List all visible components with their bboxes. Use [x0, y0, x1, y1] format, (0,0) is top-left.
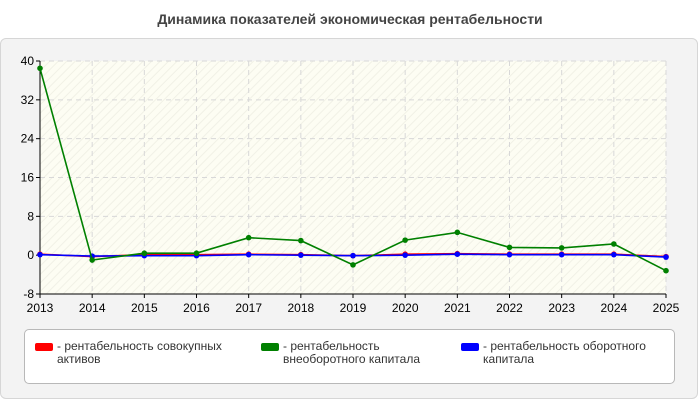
data-point: [193, 250, 200, 257]
grid-lines: [40, 60, 667, 294]
y-tick-label: 24: [21, 132, 35, 146]
x-tick-label: 2020: [392, 301, 419, 315]
data-point: [350, 252, 356, 259]
x-tick-label: 2024: [600, 301, 627, 315]
data-point: [402, 237, 408, 243]
y-tick-label: 40: [21, 54, 35, 68]
chart-title: Динамика показателей экономическая рента…: [157, 11, 543, 27]
legend-swatch-blue: [461, 343, 479, 351]
legend-swatch-green: [261, 343, 279, 351]
x-tick-label: 2017: [235, 301, 262, 315]
x-tick-label: 2023: [548, 301, 575, 315]
data-point: [350, 262, 356, 268]
data-point: [663, 254, 669, 260]
x-tick-label: 2018: [287, 301, 314, 315]
x-tick-label: 2021: [444, 301, 471, 315]
data-point: [454, 229, 461, 236]
legend-swatch-red: [35, 343, 53, 351]
data-point: [298, 237, 304, 244]
x-tick-label: 2015: [131, 301, 158, 315]
legend-label: - рентабельность внеоборотного капитала: [283, 339, 420, 366]
data-point: [663, 267, 669, 274]
data-point: [298, 252, 304, 258]
y-tick-label: 8: [27, 209, 34, 223]
x-tick-label: 2025: [653, 301, 680, 315]
y-tick-label: 0: [27, 248, 34, 262]
x-tick-labels: 2013 2014 2015 2016 2017 2018 2019 2020 2021 2022…: [27, 301, 680, 315]
data-point: [611, 241, 617, 247]
data-point: [37, 65, 43, 72]
series-group: [37, 65, 669, 274]
data-point: [506, 244, 513, 251]
data-point: [141, 250, 148, 257]
x-tick-label: 2014: [79, 301, 106, 315]
data-point: [611, 251, 617, 258]
data-point: [245, 251, 252, 258]
data-point: [37, 251, 43, 258]
y-tick-labels: -8 0 8 16 24 32 40: [21, 54, 35, 301]
legend: - рентабельность совокупных активов - ре…: [24, 329, 675, 384]
data-point: [245, 234, 252, 241]
data-point: [454, 251, 461, 257]
x-tick-label: 2019: [340, 301, 367, 315]
data-point: [89, 257, 95, 263]
data-point: [558, 245, 565, 251]
x-tick-label: 2016: [183, 301, 210, 315]
x-tick-label: 2022: [496, 301, 523, 315]
legend-label: - рентабельность оборотного капитала: [483, 339, 646, 366]
data-point: [558, 251, 565, 258]
y-tick-label: 32: [21, 93, 35, 107]
y-tick-label: 16: [21, 171, 35, 185]
data-point: [402, 252, 408, 258]
x-tick-label: 2013: [27, 301, 54, 315]
data-point: [506, 251, 513, 258]
legend-label: - рентабельность совокупных активов: [57, 339, 222, 366]
y-tick-label: -8: [23, 287, 34, 301]
